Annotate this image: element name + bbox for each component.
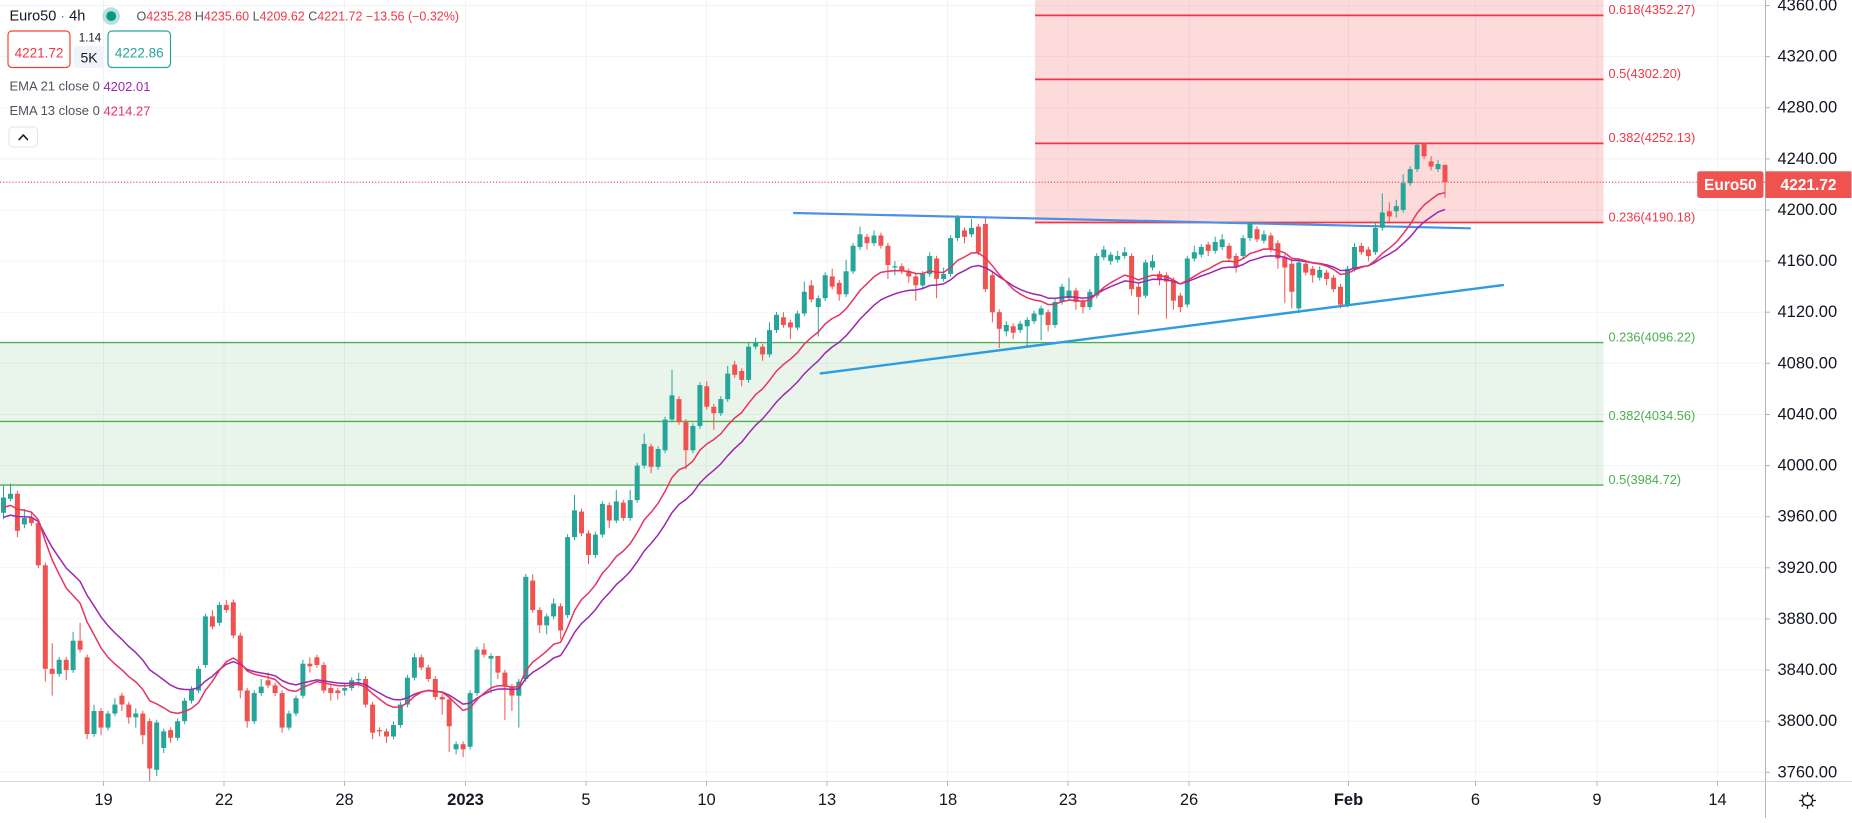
svg-text:10: 10 xyxy=(697,791,715,809)
svg-text:4040.00: 4040.00 xyxy=(1778,406,1838,424)
svg-text:Feb: Feb xyxy=(1334,791,1363,809)
svg-text:18: 18 xyxy=(939,791,957,809)
svg-text:6: 6 xyxy=(1471,791,1480,809)
svg-text:3920.00: 3920.00 xyxy=(1778,559,1838,577)
svg-text:0.618(4352.27): 0.618(4352.27) xyxy=(1609,2,1696,17)
svg-text:19: 19 xyxy=(94,791,112,809)
svg-text:13: 13 xyxy=(818,791,836,809)
svg-text:3880.00: 3880.00 xyxy=(1778,610,1838,628)
svg-text:4280.00: 4280.00 xyxy=(1778,99,1838,117)
svg-text:4120.00: 4120.00 xyxy=(1778,303,1838,321)
svg-text:5K: 5K xyxy=(80,50,98,66)
svg-text:28: 28 xyxy=(335,791,353,809)
svg-text:4222.86: 4222.86 xyxy=(115,46,164,61)
svg-text:3760.00: 3760.00 xyxy=(1778,763,1838,781)
svg-text:3960.00: 3960.00 xyxy=(1778,508,1838,526)
svg-text:22: 22 xyxy=(215,791,233,809)
svg-text:O4235.28 H4235.60 L4209.62 C42: O4235.28 H4235.60 L4209.62 C4221.72 −13.… xyxy=(137,10,460,24)
svg-text:4000.00: 4000.00 xyxy=(1778,457,1838,475)
svg-text:Euro50 · 4h: Euro50 · 4h xyxy=(10,9,86,25)
svg-text:4160.00: 4160.00 xyxy=(1778,252,1838,270)
svg-text:0.5(4302.20): 0.5(4302.20) xyxy=(1609,66,1682,81)
svg-text:4360.00: 4360.00 xyxy=(1778,0,1838,15)
svg-text:2023: 2023 xyxy=(447,791,484,809)
svg-text:EMA 21 close 0 4202.01: EMA 21 close 0 4202.01 xyxy=(10,79,151,94)
svg-text:4240.00: 4240.00 xyxy=(1778,150,1838,168)
svg-text:26: 26 xyxy=(1180,791,1198,809)
svg-text:9: 9 xyxy=(1592,791,1601,809)
svg-text:3800.00: 3800.00 xyxy=(1778,712,1838,730)
svg-text:0.5(3984.72): 0.5(3984.72) xyxy=(1609,472,1682,487)
svg-text:Euro50: Euro50 xyxy=(1704,177,1757,194)
svg-text:4080.00: 4080.00 xyxy=(1778,354,1838,372)
svg-text:0.382(4034.56): 0.382(4034.56) xyxy=(1609,408,1696,423)
svg-text:4221.72: 4221.72 xyxy=(15,46,64,61)
svg-text:23: 23 xyxy=(1059,791,1077,809)
svg-text:3840.00: 3840.00 xyxy=(1778,661,1838,679)
svg-text:4200.00: 4200.00 xyxy=(1778,201,1838,219)
svg-text:4320.00: 4320.00 xyxy=(1778,48,1838,66)
svg-text:5: 5 xyxy=(581,791,590,809)
svg-text:14: 14 xyxy=(1708,791,1726,809)
svg-text:0.236(4190.18): 0.236(4190.18) xyxy=(1609,209,1696,224)
svg-text:0.236(4096.22): 0.236(4096.22) xyxy=(1609,329,1696,344)
svg-text:4221.72: 4221.72 xyxy=(1780,177,1836,194)
svg-text:EMA 13 close 0 4214.27: EMA 13 close 0 4214.27 xyxy=(10,103,151,118)
svg-text:1.14: 1.14 xyxy=(79,33,102,45)
svg-text:0.382(4252.13): 0.382(4252.13) xyxy=(1609,130,1696,145)
